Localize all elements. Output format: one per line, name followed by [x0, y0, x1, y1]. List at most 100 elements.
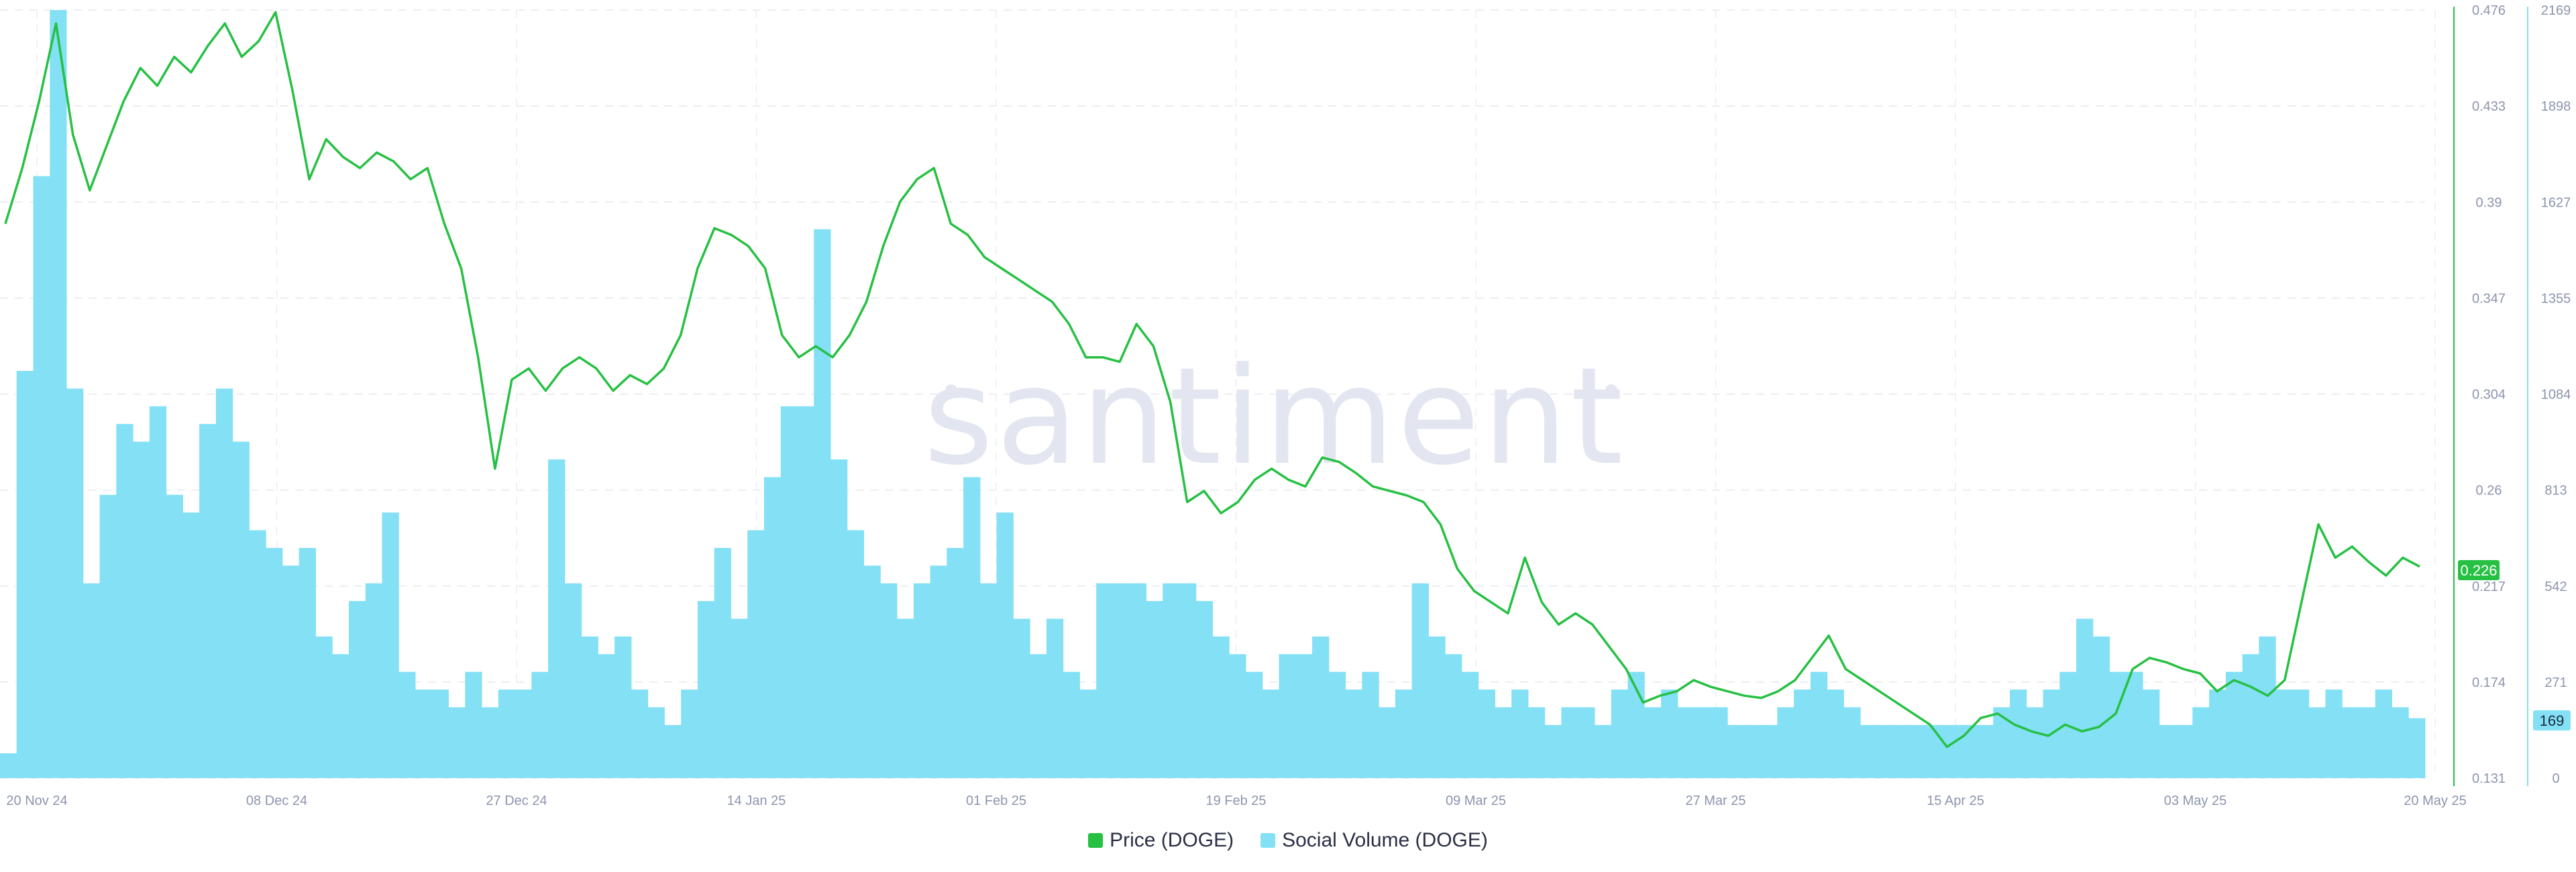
- volume-bar: [631, 690, 649, 778]
- volume-bar: [133, 441, 150, 778]
- volume-bar: [1694, 707, 1711, 778]
- volume-bar: [1428, 636, 1446, 778]
- volume-bar: [1395, 690, 1413, 778]
- volume-bar: [1876, 724, 1894, 778]
- volume-bar: [1578, 707, 1595, 778]
- legend-item-social-volume[interactable]: Social Volume (DOGE): [1260, 829, 1488, 852]
- volume-bar: [1943, 724, 1961, 778]
- volume-tick-label: 542: [2544, 580, 2567, 594]
- price-tick-label: 0.39: [2476, 195, 2502, 210]
- x-tick-label: 03 May 25: [2164, 794, 2226, 808]
- volume-bar: [1129, 583, 1146, 778]
- x-tick-label: 09 Mar 25: [1446, 794, 1506, 808]
- volume-bar: [1379, 707, 1396, 778]
- volume-tick-label: 813: [2544, 484, 2567, 498]
- volume-bar: [2092, 636, 2110, 778]
- volume-bar: [99, 494, 117, 778]
- volume-bar: [215, 388, 233, 778]
- volume-bar: [847, 530, 865, 778]
- volume-bar: [1544, 724, 1562, 778]
- volume-bar: [1927, 724, 1944, 778]
- price-swatch-icon: [1088, 833, 1104, 848]
- volume-bar: [431, 690, 449, 778]
- volume-bar: [348, 601, 366, 778]
- volume-bar: [2143, 690, 2160, 778]
- volume-bar: [996, 512, 1014, 778]
- volume-tick-label: 2169: [2541, 3, 2571, 18]
- volume-bar: [232, 441, 250, 778]
- volume-bar: [880, 583, 898, 778]
- volume-bar: [33, 176, 50, 778]
- volume-bar: [814, 229, 831, 779]
- price-tick-label: 0.217: [2472, 580, 2506, 594]
- volume-bar: [2176, 724, 2193, 778]
- volume-bar: [2275, 690, 2293, 778]
- volume-bar: [2342, 707, 2359, 778]
- volume-bar: [2358, 707, 2376, 778]
- volume-bar: [1345, 690, 1362, 778]
- volume-bar: [2259, 636, 2276, 778]
- volume-bar: [515, 690, 532, 778]
- volume-bar: [2192, 707, 2210, 778]
- x-tick-label: 27 Mar 25: [1685, 794, 1746, 808]
- volume-bar: [548, 459, 566, 778]
- volume-current-value: 169: [2540, 712, 2565, 729]
- volume-bar: [1461, 671, 1479, 778]
- volume-bar: [182, 512, 200, 778]
- price-line: [4, 11, 2420, 749]
- volume-bar: [1594, 724, 1612, 778]
- legend: Price (DOGE) Social Volume (DOGE): [0, 829, 2576, 852]
- legend-item-price[interactable]: Price (DOGE): [1088, 829, 1234, 852]
- x-tick-label: 19 Feb 25: [1205, 794, 1266, 808]
- volume-bar: [398, 671, 416, 778]
- volume-bar: [448, 707, 466, 778]
- price-tick-label: 0.304: [2472, 388, 2506, 402]
- volume-tick-label: 1355: [2541, 291, 2571, 306]
- price-current-badge: 0.226: [2458, 560, 2500, 580]
- watermark-dot-right: [1605, 384, 1617, 396]
- volume-bar: [1478, 690, 1495, 778]
- volume-bar: [1312, 636, 1330, 778]
- volume-bar: [299, 547, 316, 778]
- price-axis-ticks: 0.476 0.433 0.39 0.347 0.304 0.26 0.217 0.174 0.…: [2472, 3, 2506, 786]
- volume-bar: [1046, 618, 1064, 778]
- volume-bar: [763, 477, 782, 778]
- volume-bar: [1611, 690, 1629, 778]
- volume-bar: [1777, 707, 1794, 778]
- price-tick-label: 0.476: [2472, 3, 2506, 18]
- volume-bar: [1079, 690, 1097, 778]
- volume-bar: [1030, 654, 1047, 778]
- volume-bar: [1229, 654, 1246, 778]
- volume-bar: [1063, 671, 1080, 778]
- volume-bar: [697, 601, 715, 778]
- volume-bar: [16, 370, 34, 778]
- volume-bar: [482, 707, 499, 778]
- volume-bar: [2209, 690, 2226, 778]
- volume-tick-label: 1627: [2541, 195, 2571, 210]
- volume-bar: [747, 530, 765, 778]
- volume-bar: [2292, 690, 2310, 778]
- volume-bar: [1013, 618, 1030, 778]
- volume-bar: [332, 654, 350, 778]
- legend-label-price: Price (DOGE): [1110, 829, 1234, 851]
- volume-tick-label: 271: [2544, 675, 2567, 690]
- volume-bar: [1511, 690, 1529, 778]
- volume-bar: [780, 406, 798, 778]
- volume-bar: [797, 406, 814, 778]
- volume-bar: [382, 512, 399, 778]
- volume-bar: [465, 671, 482, 778]
- volume-bar: [1976, 724, 1994, 778]
- volume-bar: [50, 10, 67, 778]
- volume-bar: [1993, 707, 2010, 778]
- volume-bar: [1445, 654, 1462, 778]
- volume-bar: [415, 690, 433, 778]
- volume-bar: [1910, 724, 1927, 778]
- volume-bar: [66, 388, 84, 778]
- price-tick-label: 0.131: [2472, 771, 2506, 786]
- volume-bar: [2308, 707, 2326, 778]
- volume-bar: [315, 636, 333, 778]
- volume-bar: [2076, 618, 2094, 778]
- volume-bar: [2392, 707, 2409, 778]
- volume-bar: [731, 618, 748, 778]
